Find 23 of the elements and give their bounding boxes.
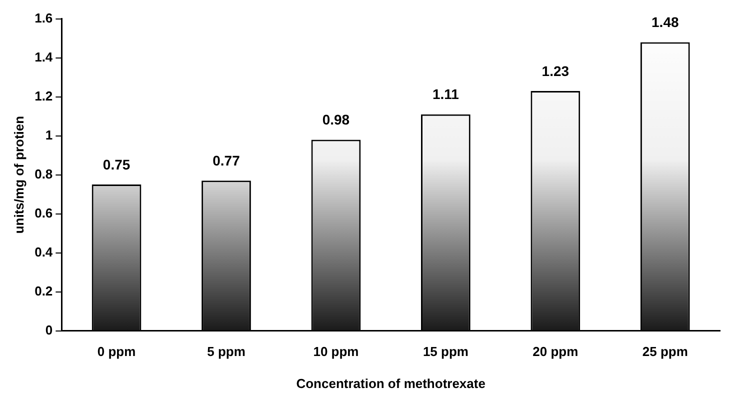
data-label: 1.48 xyxy=(652,14,679,30)
y-tick-label: 1.2 xyxy=(34,88,53,104)
y-tick-label: 0.2 xyxy=(34,283,53,298)
y-tick-label: 1.6 xyxy=(34,10,53,26)
x-tick-label: 5 ppm xyxy=(207,344,246,360)
x-tick-label: 0 ppm xyxy=(97,344,136,360)
y-tick-label: 0 xyxy=(45,322,53,338)
data-label: 0.98 xyxy=(322,112,350,128)
data-label: 0.77 xyxy=(212,152,240,169)
x-tick-label: 25 ppm xyxy=(642,344,688,360)
x-axis-title: Concentration of methotrexate xyxy=(296,376,486,391)
x-tick-label: 15 ppm xyxy=(422,344,468,360)
data-label: 0.75 xyxy=(102,156,130,172)
y-tick-label: 1 xyxy=(45,127,53,142)
x-tick-label: 10 ppm xyxy=(313,344,359,360)
y-tick-label: 0.8 xyxy=(34,166,53,182)
data-label: 1.11 xyxy=(432,86,460,102)
data-label: 1.23 xyxy=(542,62,570,79)
y-tick-label: 0.6 xyxy=(34,205,53,220)
x-tick-label: 20 ppm xyxy=(532,344,578,360)
y-tick-label: 1.4 xyxy=(34,49,54,64)
y-axis-title: units/mg of protien xyxy=(11,116,26,234)
y-tick-label: 0.4 xyxy=(34,244,54,260)
